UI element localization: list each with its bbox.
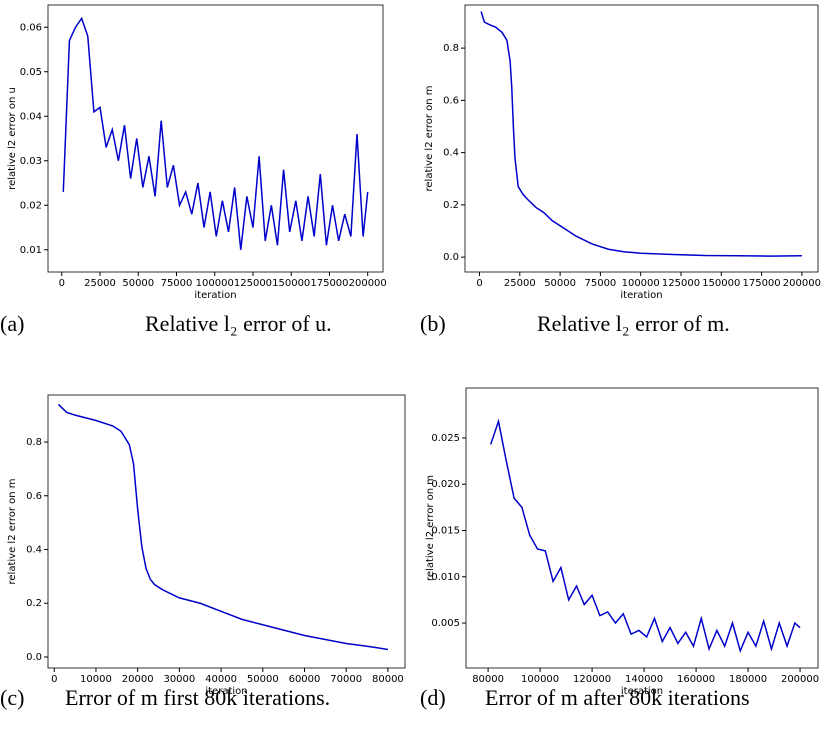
y-tick-label: 0.0	[26, 652, 42, 663]
caption-label: (c)	[0, 685, 24, 710]
y-tick-label: 0.4	[26, 545, 42, 556]
caption: Relative l₂ error of m.	[537, 311, 730, 336]
y-tick-label: 0.03	[20, 156, 42, 167]
y-tick-label: 0.06	[20, 22, 42, 33]
x-axis-label: iteration	[620, 290, 662, 301]
line	[489, 418, 801, 654]
x-tick-label: 30000	[163, 674, 195, 685]
x-tick-label: 0	[51, 674, 57, 685]
x-tick-label: 200000	[783, 278, 821, 289]
x-tick-label: 25000	[84, 278, 116, 289]
y-tick-label: 0.4	[443, 148, 459, 159]
y-tick-label: 0.02	[20, 200, 42, 211]
x-tick-label: 50000	[544, 278, 576, 289]
x-tick-label: 200000	[349, 278, 387, 289]
y-tick-label: 0.020	[431, 479, 460, 490]
y-tick-label: 0.015	[431, 525, 460, 536]
x-tick-label: 60000	[289, 674, 321, 685]
y-axis-label: relative l2 error on m	[7, 479, 18, 585]
plot-frame	[465, 387, 819, 669]
y-tick-label: 0.2	[26, 598, 42, 609]
y-tick-label: 0.0	[443, 252, 459, 263]
x-tick-label: 200000	[781, 674, 819, 685]
y-tick-label: 0.6	[26, 491, 42, 502]
y-tick-label: 0.01	[20, 245, 42, 256]
x-tick-label: 180000	[729, 674, 767, 685]
x-tick-label: 175000	[742, 278, 780, 289]
x-tick-label: 100000	[196, 278, 234, 289]
y-axis-label: relative l2 error on m	[424, 86, 435, 192]
x-axis-label: iteration	[205, 686, 247, 697]
x-tick-label: 40000	[205, 674, 237, 685]
x-tick-label: 70000	[330, 674, 362, 685]
caption-label: (d)	[420, 685, 446, 710]
x-tick-label: 160000	[677, 674, 715, 685]
caption: Error of m after 80k iterations	[485, 685, 750, 710]
x-tick-label: 120000	[573, 674, 611, 685]
x-tick-label: 125000	[662, 278, 700, 289]
y-tick-label: 0.005	[431, 618, 460, 629]
x-axis-label: iteration	[194, 290, 236, 301]
line	[57, 403, 389, 651]
x-tick-label: 0	[59, 278, 65, 289]
y-tick-label: 0.6	[443, 95, 459, 106]
x-tick-label: 150000	[272, 278, 310, 289]
x-tick-label: 100000	[622, 278, 660, 289]
y-axis-label: relative l2 error on u	[7, 87, 18, 190]
plot-frame	[47, 4, 384, 273]
x-tick-label: 20000	[122, 674, 154, 685]
x-tick-label: 0	[476, 278, 482, 289]
x-tick-label: 50000	[122, 278, 154, 289]
y-tick-label: 0.8	[26, 437, 42, 448]
line	[62, 16, 369, 250]
caption-label: (a)	[0, 311, 24, 336]
x-axis-label: iteration	[621, 686, 663, 697]
y-tick-label: 0.025	[431, 433, 460, 444]
x-tick-label: 175000	[310, 278, 348, 289]
x-tick-label: 75000	[584, 278, 616, 289]
y-tick-label: 0.2	[443, 200, 459, 211]
x-tick-label: 80000	[472, 674, 504, 685]
x-tick-label: 140000	[625, 674, 663, 685]
x-tick-label: 100000	[521, 674, 559, 685]
x-tick-label: 150000	[702, 278, 740, 289]
plot-frame	[464, 4, 819, 273]
caption-label: (b)	[420, 311, 446, 336]
x-tick-label: 125000	[234, 278, 272, 289]
x-tick-label: 75000	[161, 278, 193, 289]
y-axis-label: relative l2 error on m	[425, 475, 436, 581]
x-tick-label: 50000	[247, 674, 279, 685]
x-tick-label: 25000	[504, 278, 536, 289]
y-tick-label: 0.8	[443, 43, 459, 54]
y-tick-label: 0.010	[431, 572, 460, 583]
line	[480, 11, 802, 257]
plot-frame	[47, 394, 406, 669]
caption: Error of m first 80k iterations.	[65, 685, 330, 710]
y-tick-label: 0.05	[20, 67, 42, 78]
x-tick-label: 80000	[372, 674, 404, 685]
x-tick-label: 10000	[80, 674, 112, 685]
y-tick-label: 0.04	[20, 111, 42, 122]
caption: Relative l₂ error of u.	[145, 311, 332, 336]
